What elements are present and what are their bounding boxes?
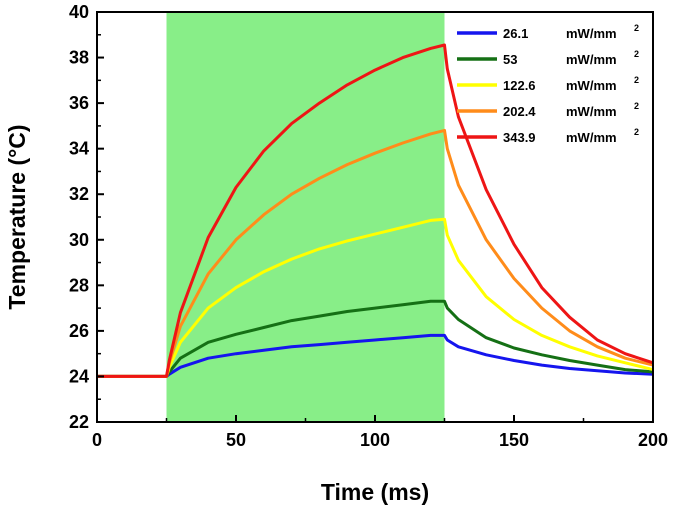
shaded-region bbox=[166, 12, 445, 422]
x-tick-label: 50 bbox=[226, 430, 246, 450]
y-tick-label: 24 bbox=[69, 366, 89, 386]
y-tick-label: 38 bbox=[69, 48, 89, 68]
y-tick-label: 30 bbox=[69, 230, 89, 250]
series-line-1 bbox=[97, 299, 654, 378]
legend-unit-1: mW/mm bbox=[566, 52, 617, 67]
series-line-4 bbox=[97, 43, 654, 378]
legend-unit-sup-1: 2 bbox=[634, 49, 639, 59]
legend-label-3: 202.4 bbox=[503, 104, 536, 119]
y-tick-label: 34 bbox=[69, 139, 89, 159]
y-axis-title: Temperature (°C) bbox=[4, 124, 30, 309]
y-tick-label: 32 bbox=[69, 184, 89, 204]
shaded-region-layer bbox=[166, 12, 445, 422]
legend-unit-sup-3: 2 bbox=[634, 101, 639, 111]
legend-unit-2: mW/mm bbox=[566, 78, 617, 93]
legend-label-0: 26.1 bbox=[503, 26, 528, 41]
y-tick-label: 28 bbox=[69, 275, 89, 295]
legend-unit-sup-0: 2 bbox=[634, 23, 639, 33]
x-tick-label: 200 bbox=[638, 430, 668, 450]
legend-label-4: 343.9 bbox=[503, 130, 536, 145]
y-tick-label: 22 bbox=[69, 412, 89, 432]
x-axis-title: Time (ms) bbox=[321, 479, 429, 505]
legend-label-1: 53 bbox=[503, 52, 517, 67]
legend-label-2: 122.6 bbox=[503, 78, 536, 93]
series-line-0 bbox=[97, 333, 654, 378]
x-tick-label: 100 bbox=[360, 430, 390, 450]
legend-unit-sup-4: 2 bbox=[634, 127, 639, 137]
legend-unit-3: mW/mm bbox=[566, 104, 617, 119]
x-tick-label: 150 bbox=[499, 430, 529, 450]
legend-unit-4: mW/mm bbox=[566, 130, 617, 145]
series-layer bbox=[97, 43, 654, 378]
y-tick-label: 26 bbox=[69, 321, 89, 341]
series-line-2 bbox=[97, 217, 654, 378]
series-line-3 bbox=[97, 128, 654, 378]
x-tick-label: 0 bbox=[92, 430, 102, 450]
legend: 26.1 mW/mm 2 53 mW/mm 2 122.6 mW/mm 2 202.4 mW/mm 2… bbox=[457, 23, 639, 145]
y-tick-label: 40 bbox=[69, 2, 89, 22]
legend-unit-0: mW/mm bbox=[566, 26, 617, 41]
legend-unit-sup-2: 2 bbox=[634, 75, 639, 85]
y-tick-label: 36 bbox=[69, 93, 89, 113]
